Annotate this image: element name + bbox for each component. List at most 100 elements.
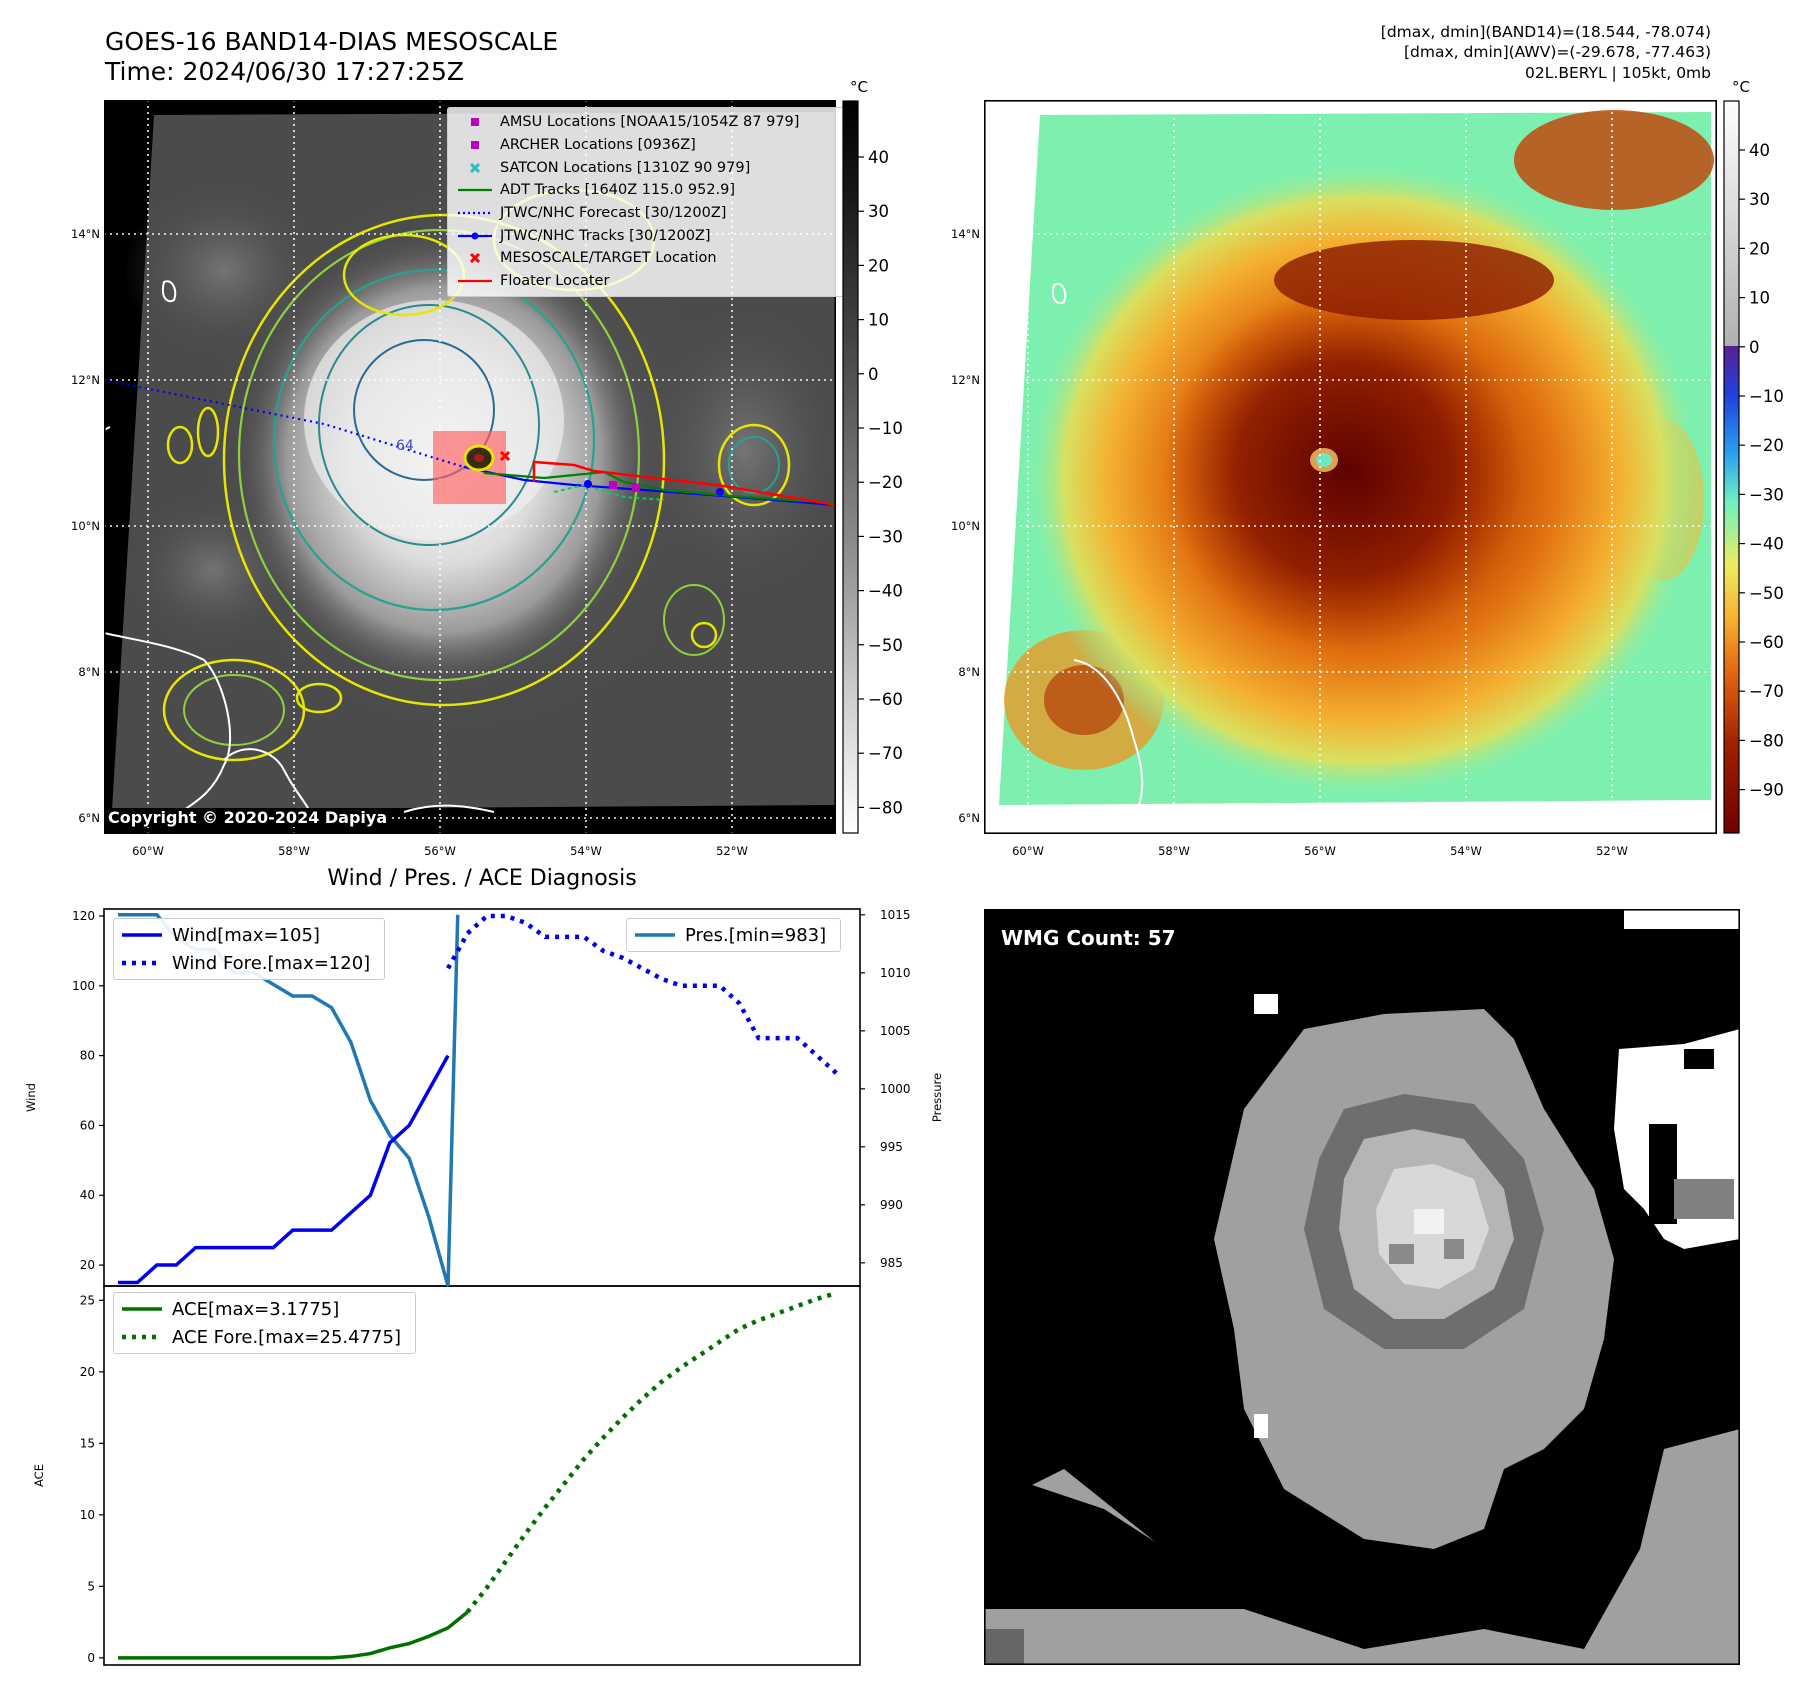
ir-legend-label: MESOSCALE/TARGET Location (500, 250, 717, 267)
pressure-ytick-label: 1015 (880, 908, 911, 922)
ir-legend-label: SATCON Locations [1310Z 90 979] (500, 159, 751, 176)
ace-ytick-label: 15 (80, 1436, 95, 1450)
ir-legend-item: MESOSCALE/TARGET Location (458, 247, 838, 270)
color-colorbar-unit: °C (1732, 78, 1750, 96)
ir-legend-label: ARCHER Locations [0936Z] (500, 137, 696, 154)
ir-lon-tick-label: 60°W (132, 844, 164, 858)
copyright-label: Copyright © 2020-2024 Dapiya (104, 808, 392, 827)
legend-line-icon (635, 933, 675, 937)
legend-key-icon (471, 118, 479, 127)
pressure-ytick-label: 995 (880, 1140, 903, 1154)
ir-colorbar: 40 30 20 10 0 −10 −20 −30 −40 −50 −60 −70 −80 (842, 100, 903, 834)
pressure-axis-label: Pressure (930, 1073, 944, 1122)
chart-legend-label: Wind[max=105] (172, 924, 320, 946)
wind-legend: Wind[max=105] Wind Fore.[max=120] (113, 918, 386, 980)
info-dmax-band14: [dmax, dmin](BAND14)=(18.544, -78.074) (1380, 23, 1711, 41)
ir-lat-tick-label: 8°N (78, 665, 100, 679)
colorbar-tick-label: −70 (1749, 682, 1784, 701)
legend-key-icon (458, 211, 492, 215)
ace-ytick-label: 0 (87, 1651, 95, 1665)
legend-key-icon (458, 280, 492, 283)
ir-lon-tick-label: 52°W (716, 844, 748, 858)
chart-legend-label: Wind Fore.[max=120] (172, 952, 371, 974)
colorbar-tick-label: 20 (868, 256, 889, 275)
pressure-ytick-label: 1010 (880, 966, 911, 980)
ace-forecast-series-line (465, 1290, 837, 1614)
colorbar-tick-label: −10 (1749, 387, 1784, 406)
colorbar-tick-label: 0 (868, 365, 879, 384)
chart-legend-item: ACE[max=3.1775] (120, 1295, 409, 1323)
legend-key-icon (469, 162, 481, 173)
colorbar-tick-label: 30 (868, 202, 889, 221)
ir-legend-item: JTWC/NHC Tracks [30/1200Z] (458, 224, 838, 247)
chart-legend-label: ACE Fore.[max=25.4775] (172, 1326, 401, 1348)
chart-legend-item: Wind Fore.[max=120] (120, 949, 378, 977)
pressure-ytick-label: 985 (880, 1256, 903, 1270)
ace-ytick-label: 10 (80, 1508, 95, 1522)
color-lat-tick-label: 12°N (951, 373, 980, 387)
chart-legend-item: Wind[max=105] (120, 921, 378, 949)
ir-legend-label: JTWC/NHC Forecast [30/1200Z] (500, 205, 727, 222)
wind-ytick-label: 120 (72, 909, 95, 923)
colorbar-tick-label: 30 (1749, 190, 1770, 209)
ir-lat-tick-label: 6°N (78, 811, 100, 825)
ir-lat-tick-label: 14°N (71, 227, 100, 241)
ir-legend-item: AMSU Locations [NOAA15/1054Z 87 979] (458, 111, 838, 134)
wind-ytick-label: 60 (80, 1118, 95, 1132)
track-label: 64 (396, 438, 414, 454)
wind-ytick-label: 20 (80, 1258, 95, 1272)
color-lat-tick-label: 14°N (951, 227, 980, 241)
colorbar-tick-label: −80 (868, 798, 903, 817)
legend-key-icon (458, 189, 492, 192)
wind-ytick-label: 80 (80, 1049, 95, 1063)
ace-axis-label: ACE (32, 1464, 46, 1487)
info-storm: 02L.BERYL | 105kt, 0mb (1525, 64, 1711, 82)
colorbar-tick-label: −30 (868, 527, 903, 546)
color-lat-tick-label: 6°N (958, 811, 980, 825)
ir-legend-label: Floater Locater (500, 273, 610, 290)
wmg-panel: WMG Count: 57 (984, 909, 1740, 1665)
ace-ytick-label: 25 (80, 1293, 95, 1307)
ir-lat-tick-label: 10°N (71, 519, 100, 533)
legend-key-icon (469, 253, 481, 264)
legend-line-icon (122, 1334, 162, 1340)
wind-axis-label: Wind (24, 1083, 38, 1112)
colorbar-tick-label: 10 (868, 311, 889, 330)
pressure-ytick-label: 1000 (880, 1082, 911, 1096)
colorbar-tick-label: −50 (868, 636, 903, 655)
colorbar-tick-label: −40 (868, 582, 903, 601)
figure-title-line2: Time: 2024/06/30 17:27:25Z (105, 57, 464, 86)
color-lon-tick-label: 58°W (1158, 844, 1190, 858)
color-lon-tick-label: 54°W (1450, 844, 1482, 858)
colorbar-tick-label: −60 (868, 690, 903, 709)
colorbar-tick-label: 40 (1749, 141, 1770, 160)
pressure-ytick-label: 1005 (880, 1024, 911, 1038)
colorbar-tick-label: 0 (1749, 338, 1760, 357)
ir-lon-tick-label: 54°W (570, 844, 602, 858)
ir-legend-label: JTWC/NHC Tracks [30/1200Z] (500, 227, 711, 244)
ir-legend-label: ADT Tracks [1640Z 115.0 952.9] (500, 182, 736, 199)
ir-legend: AMSU Locations [NOAA15/1054Z 87 979] ARCH… (447, 107, 845, 297)
color-lon-tick-label: 56°W (1304, 844, 1336, 858)
ir-legend-label: AMSU Locations [NOAA15/1054Z 87 979] (500, 114, 800, 131)
legend-line-icon (122, 960, 162, 966)
color-lat-tick-label: 10°N (951, 519, 980, 533)
colorbar-tick-label: −50 (1749, 584, 1784, 603)
colorbar-tick-label: 40 (868, 148, 889, 167)
color-lon-tick-label: 52°W (1596, 844, 1628, 858)
pressure-legend: Pres.[min=983] (626, 918, 842, 952)
legend-line-icon (122, 1307, 162, 1311)
ir-legend-item: ADT Tracks [1640Z 115.0 952.9] (458, 179, 838, 202)
ir-legend-item: ARCHER Locations [0936Z] (458, 134, 838, 157)
ace-ytick-label: 5 (87, 1579, 95, 1593)
diagnosis-chart: 2040608010012098599099510001005101010150… (24, 908, 944, 1666)
colorbar-tick-label: −30 (1749, 485, 1784, 504)
ir-colorbar-unit: °C (850, 78, 868, 96)
wind-ytick-label: 100 (72, 979, 95, 993)
ace-series-line (118, 1610, 469, 1660)
wind-series-line (118, 1054, 450, 1285)
colorbar-tick-label: −40 (1749, 535, 1784, 554)
ace-ytick-label: 20 (80, 1365, 95, 1379)
color-lon-tick-label: 60°W (1012, 844, 1044, 858)
figure-title-line1: GOES-16 BAND14-DIAS MESOSCALE (105, 27, 559, 56)
